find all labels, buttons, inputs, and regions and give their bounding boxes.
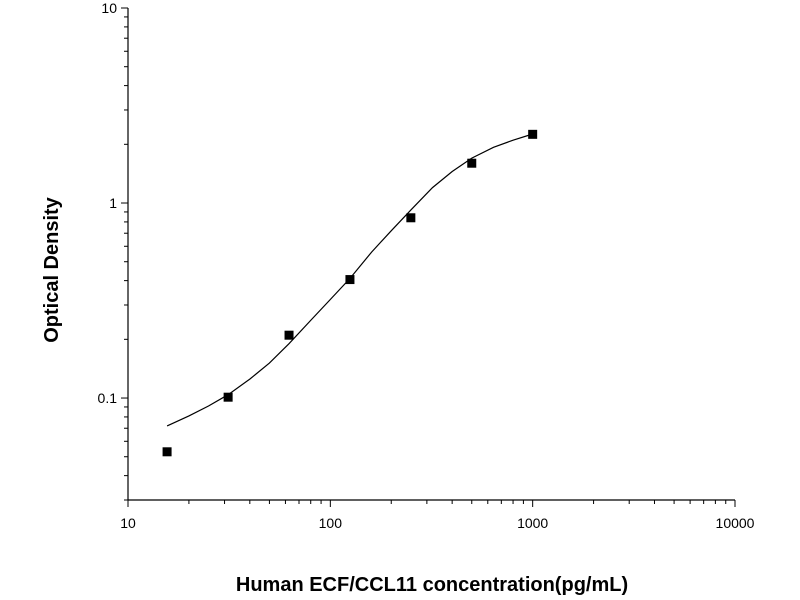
y-axis-title: Optical Density [41, 196, 63, 342]
tick-labels: 10 100 1000 10000 0.1 1 10 [98, 0, 755, 531]
x-tick-label: 10 [120, 515, 136, 531]
x-axis-title: Human ECF/CCL11 concentration(pg/mL) [236, 574, 628, 596]
y-tick-label: 1 [109, 195, 117, 211]
data-point-marker [284, 330, 294, 340]
series [162, 129, 538, 457]
x-tick-label: 10000 [716, 515, 755, 531]
axes [127, 8, 735, 501]
y-tick-label: 10 [101, 0, 117, 16]
data-point-marker [223, 392, 233, 402]
data-point-marker [467, 158, 477, 168]
x-tick-label: 1000 [517, 515, 548, 531]
ticks [121, 7, 736, 507]
data-point-marker [528, 129, 538, 139]
data-point-marker [345, 275, 355, 285]
y-tick-label: 0.1 [98, 390, 118, 406]
data-point-marker [406, 213, 416, 223]
x-tick-label: 100 [319, 515, 343, 531]
data-point-marker [162, 447, 172, 457]
